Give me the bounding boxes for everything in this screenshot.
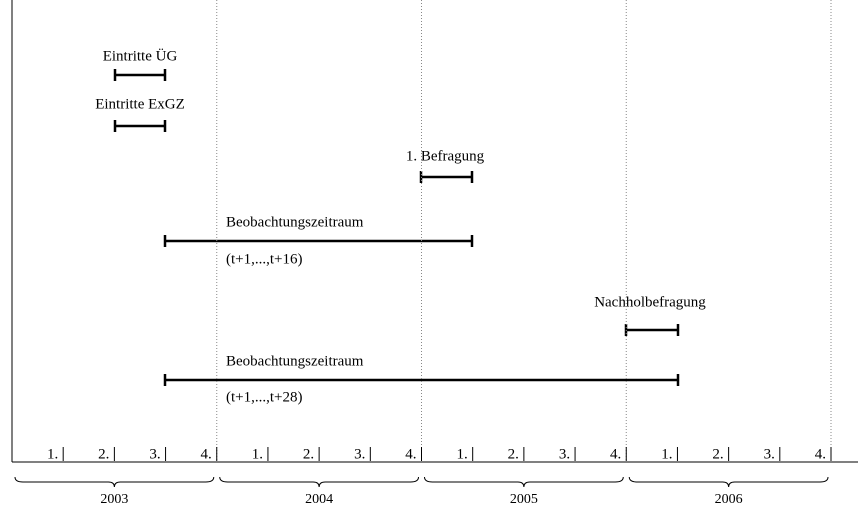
interval-bar	[163, 374, 680, 386]
quarter-label: 4.	[405, 446, 416, 462]
interval-bar	[113, 69, 167, 81]
year-label: 2003	[100, 492, 128, 507]
interval-bar	[419, 171, 474, 183]
quarter-label: 2.	[712, 446, 723, 462]
year-label: 2004	[305, 492, 333, 507]
interval-label: Beobachtungszeitraum	[226, 214, 364, 230]
year-label: 2005	[510, 492, 538, 507]
quarter-label: 4.	[610, 446, 621, 462]
year-brace	[14, 476, 215, 488]
interval-label: Beobachtungszeitraum	[226, 353, 364, 369]
quarter-label: 3.	[149, 446, 160, 462]
quarter-label: 1.	[456, 446, 467, 462]
quarter-label: 4.	[201, 446, 212, 462]
year-brace	[219, 476, 419, 488]
quarter-label: 2.	[98, 446, 109, 462]
quarter-label: 1.	[252, 446, 263, 462]
interval-label: Eintritte ÜG	[103, 47, 178, 64]
year-brace	[424, 476, 624, 488]
interval-bar	[113, 120, 167, 132]
quarter-label: 2.	[508, 446, 519, 462]
year-brace	[628, 476, 829, 488]
interval-label: Eintritte ExGZ	[95, 96, 185, 112]
quarter-label: 4.	[815, 446, 826, 462]
interval-label: 1. Befragung	[406, 148, 485, 164]
quarter-label: 1.	[47, 446, 58, 462]
quarter-label: 3.	[764, 446, 775, 462]
interval-sublabel: (t+1,...,t+28)	[226, 389, 303, 405]
quarter-label: 1.	[661, 446, 672, 462]
interval-sublabel: (t+1,...,t+16)	[226, 251, 303, 267]
interval-label: Nachholbefragung	[594, 294, 706, 310]
interval-bar	[163, 235, 474, 247]
interval-bar	[624, 324, 680, 336]
quarter-label: 3.	[354, 446, 365, 462]
quarter-label: 3.	[559, 446, 570, 462]
quarter-label: 2.	[303, 446, 314, 462]
year-label: 2006	[715, 492, 743, 507]
